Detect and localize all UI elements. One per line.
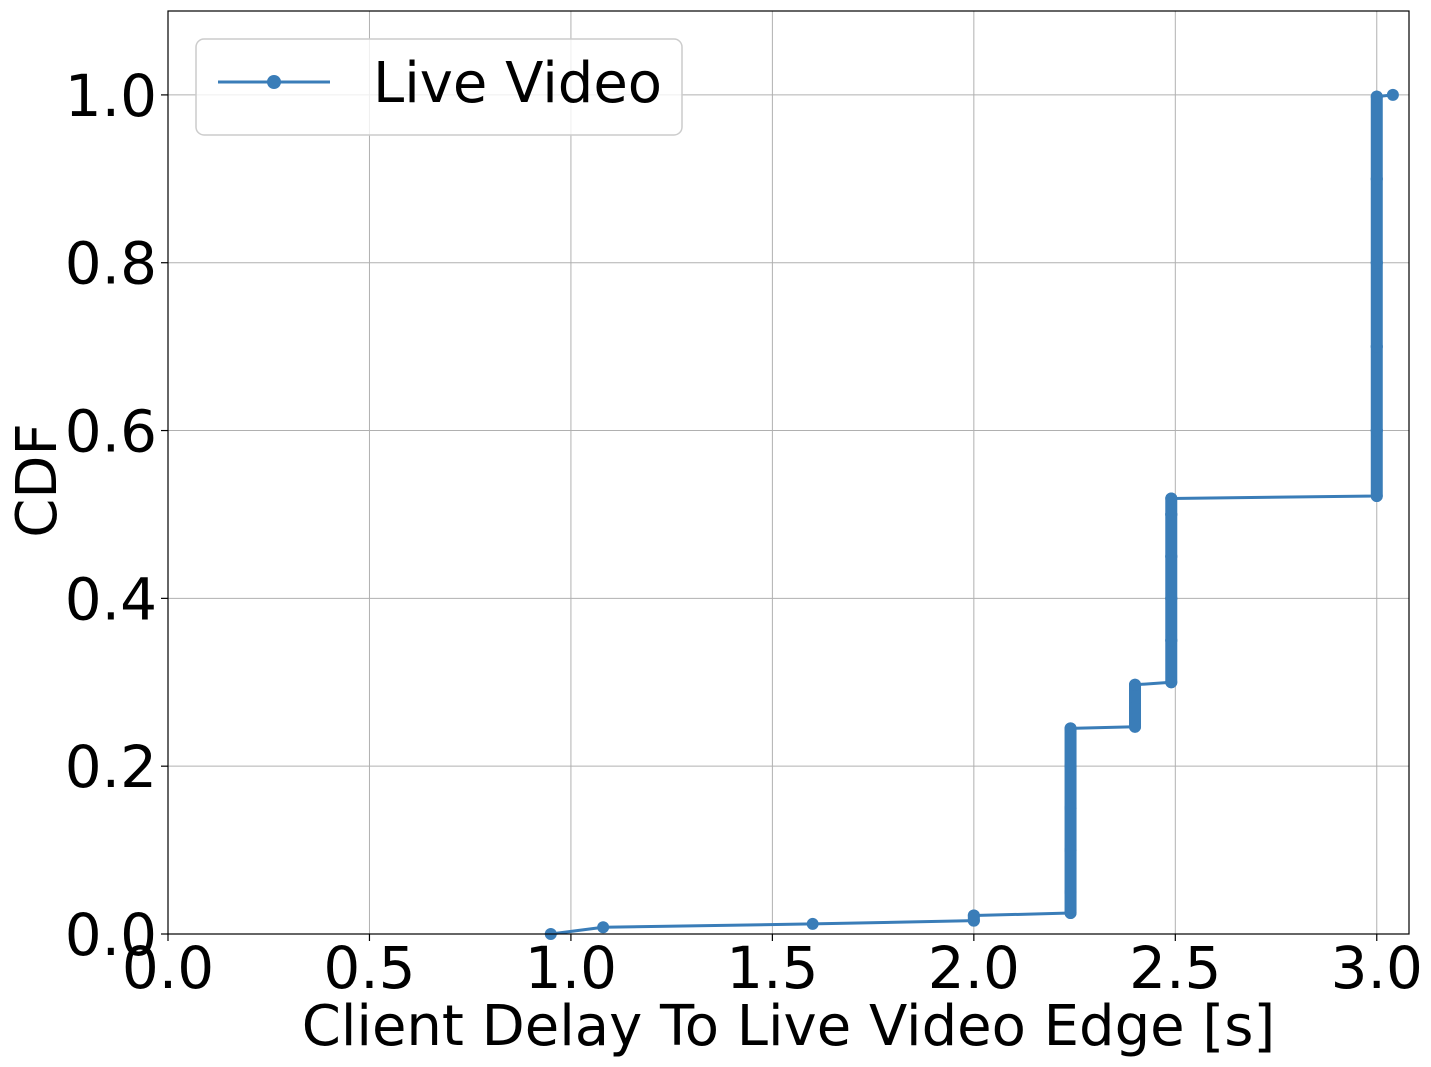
y-tick-label: 1.0 — [65, 62, 157, 130]
series-line — [550, 93, 1394, 936]
x-tick-label: 1.5 — [726, 934, 818, 1002]
data-point — [1165, 492, 1178, 505]
data-point — [1370, 424, 1383, 437]
x-tick-label: 0.5 — [323, 934, 415, 1002]
data-point — [1064, 844, 1077, 857]
x-tick-label: 2.0 — [928, 934, 1020, 1002]
data-point — [967, 909, 980, 922]
x-axis-ticks: 0.0 0.5 1.0 1.5 2.0 2.5 3.0 — [122, 934, 1423, 1002]
y-axis-ticks: 0.0 0.2 0.4 0.6 0.8 1.0 — [65, 62, 168, 969]
x-axis-label: Client Delay To Live Video Edge [s] — [302, 994, 1276, 1059]
data-point — [806, 917, 819, 930]
data-point — [1165, 676, 1178, 689]
x-tick-label: 3.0 — [1331, 934, 1423, 1002]
plot-frame — [167, 10, 1410, 935]
data-point — [1370, 340, 1383, 353]
legend: Live Video — [195, 38, 683, 136]
data-point — [1064, 886, 1077, 899]
data-point — [1370, 256, 1383, 269]
data-point — [1129, 701, 1142, 714]
data-point — [1370, 172, 1383, 185]
data-point — [1064, 722, 1077, 735]
x-tick-label: 2.5 — [1129, 934, 1221, 1002]
data-point — [1064, 802, 1077, 815]
data-point — [1165, 550, 1178, 563]
data-point — [1165, 634, 1178, 647]
data-point — [1165, 592, 1178, 605]
data-point — [1370, 90, 1383, 103]
y-tick-label: 0.0 — [65, 901, 157, 969]
data-point — [1064, 907, 1077, 920]
y-tick-label: 0.2 — [65, 733, 157, 801]
series-layer — [544, 88, 1399, 940]
data-point — [1165, 508, 1178, 521]
y-axis-label: CDF — [5, 423, 70, 537]
x-tick-label: 1.0 — [525, 934, 617, 1002]
y-tick-label: 0.8 — [65, 230, 157, 298]
data-point — [1129, 678, 1142, 691]
grid-lines — [167, 11, 1409, 935]
y-tick-label: 0.6 — [65, 398, 157, 466]
data-point — [1386, 88, 1399, 101]
legend-box — [195, 38, 683, 136]
data-point — [1370, 489, 1383, 502]
data-point — [1064, 760, 1077, 773]
data-point — [597, 921, 610, 934]
x-tick-label: 0.0 — [122, 934, 214, 1002]
y-tick-label: 0.4 — [65, 565, 157, 633]
data-point — [1129, 720, 1142, 733]
legend-marker-swatch — [267, 75, 281, 89]
legend-label-live-video: Live Video — [373, 51, 662, 116]
